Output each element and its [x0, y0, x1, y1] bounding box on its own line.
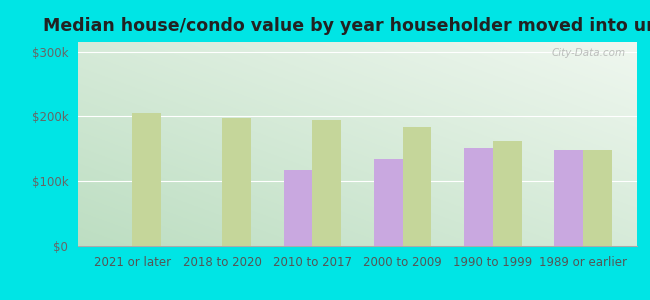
- Legend: McGregor, Iowa: McGregor, Iowa: [272, 297, 443, 300]
- Bar: [583, 150, 612, 246]
- Bar: [313, 120, 341, 246]
- Bar: [493, 141, 521, 246]
- Bar: [402, 128, 432, 246]
- Text: City-Data.com: City-Data.com: [552, 48, 626, 58]
- Bar: [222, 118, 251, 246]
- Bar: [554, 150, 583, 246]
- Title: Median house/condo value by year householder moved into unit: Median house/condo value by year househo…: [43, 17, 650, 35]
- Bar: [283, 169, 313, 246]
- Bar: [464, 148, 493, 246]
- Bar: [132, 113, 161, 246]
- Bar: [374, 159, 402, 246]
